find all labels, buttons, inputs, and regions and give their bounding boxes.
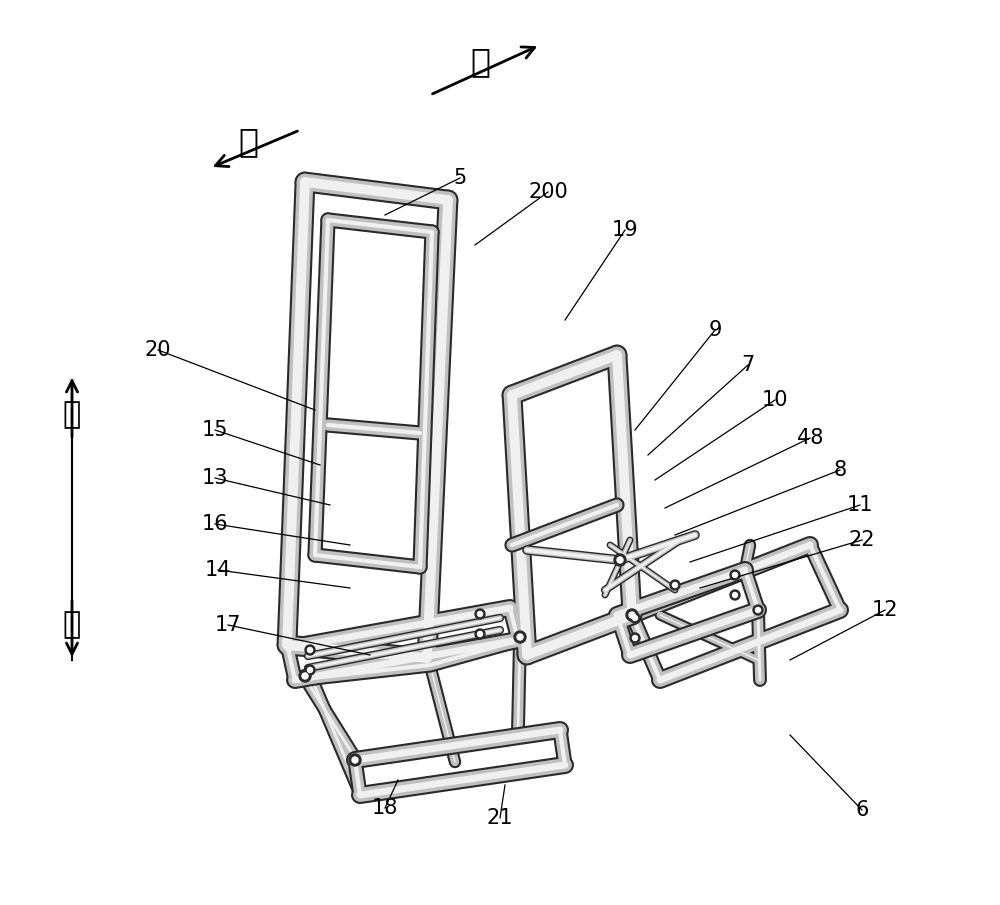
Text: 右: 右 (238, 126, 258, 158)
Text: 6: 6 (855, 800, 869, 820)
Circle shape (475, 609, 485, 619)
Text: 15: 15 (202, 420, 228, 440)
Text: 12: 12 (872, 600, 898, 620)
Text: 14: 14 (205, 560, 231, 580)
Circle shape (349, 754, 361, 766)
Text: 20: 20 (145, 340, 171, 360)
Circle shape (308, 668, 312, 672)
Text: 19: 19 (612, 220, 638, 240)
Circle shape (753, 605, 763, 615)
Circle shape (478, 632, 482, 636)
Circle shape (629, 612, 635, 618)
Circle shape (633, 635, 638, 641)
Circle shape (478, 612, 482, 616)
Circle shape (732, 573, 738, 577)
Text: 21: 21 (487, 808, 513, 828)
Text: 18: 18 (372, 798, 398, 818)
Circle shape (302, 673, 308, 679)
Text: 13: 13 (202, 468, 228, 488)
Circle shape (670, 580, 680, 590)
Circle shape (305, 645, 315, 655)
Text: 22: 22 (849, 530, 875, 550)
Text: 上: 上 (63, 401, 81, 430)
Circle shape (732, 593, 738, 597)
Text: 8: 8 (833, 460, 847, 480)
Circle shape (730, 590, 740, 600)
Circle shape (352, 757, 358, 763)
Circle shape (308, 647, 312, 653)
Text: 7: 7 (741, 355, 755, 375)
Circle shape (730, 570, 740, 580)
Circle shape (630, 633, 640, 643)
Text: 200: 200 (528, 182, 568, 202)
Text: 5: 5 (453, 168, 467, 188)
Circle shape (633, 615, 638, 621)
Circle shape (517, 634, 523, 640)
Circle shape (626, 609, 638, 621)
Circle shape (614, 554, 626, 566)
Circle shape (756, 607, 761, 613)
Text: 11: 11 (847, 495, 873, 515)
Circle shape (305, 665, 315, 675)
Text: 10: 10 (762, 390, 788, 410)
Text: 48: 48 (797, 428, 823, 448)
Circle shape (617, 557, 623, 563)
Text: 17: 17 (215, 615, 241, 635)
Text: 左: 左 (470, 45, 490, 79)
Text: 下: 下 (63, 611, 81, 640)
Circle shape (514, 631, 526, 643)
Circle shape (299, 670, 311, 682)
Circle shape (630, 613, 640, 623)
Circle shape (475, 629, 485, 639)
Circle shape (672, 583, 678, 587)
Text: 16: 16 (202, 514, 228, 534)
Text: 9: 9 (708, 320, 722, 340)
